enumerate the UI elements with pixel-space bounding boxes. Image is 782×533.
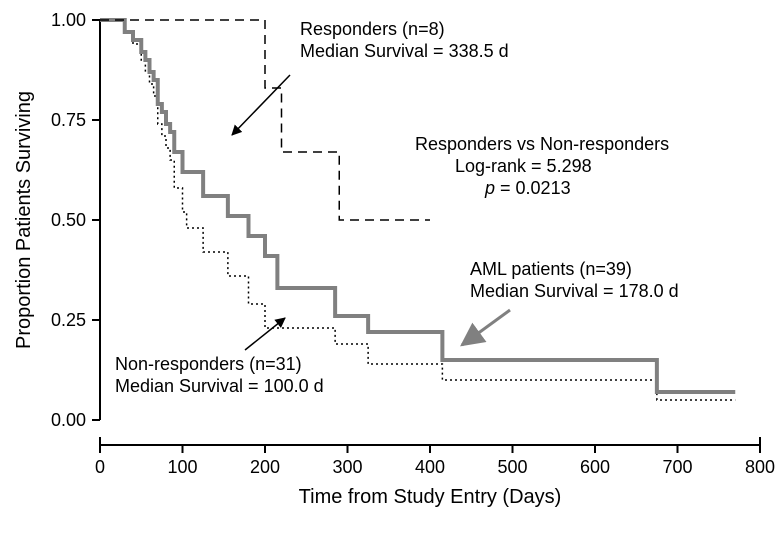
y-axis-label: Proportion Patients Surviving bbox=[13, 91, 35, 349]
arrow-nonresponders bbox=[245, 318, 285, 350]
x-axis-label: Time from Study Entry (Days) bbox=[299, 486, 562, 508]
series-aml_all bbox=[100, 20, 735, 392]
y-tick-label: 0.25 bbox=[51, 310, 86, 330]
aml-label: AML patients (n=39)Median Survival = 178… bbox=[470, 259, 679, 301]
chart-svg: 0.00 0.25 0.50 0.75 1.00 0 100 200 300 400 500 600 7… bbox=[0, 0, 782, 533]
y-tick-label: 0.00 bbox=[51, 410, 86, 430]
x-tick-label: 800 bbox=[745, 457, 775, 477]
x-tick-label: 200 bbox=[250, 457, 280, 477]
arrow-aml bbox=[462, 310, 510, 345]
series-nonresponders bbox=[100, 20, 735, 400]
x-tick-label: 600 bbox=[580, 457, 610, 477]
x-tick-label: 500 bbox=[497, 457, 527, 477]
x-tick-label: 400 bbox=[415, 457, 445, 477]
stats-annotation: Responders vs Non-respondersLog-rank = 5… bbox=[415, 134, 669, 198]
x-tick-label: 0 bbox=[95, 457, 105, 477]
y-tick-label: 1.00 bbox=[51, 10, 86, 30]
x-tick-label: 300 bbox=[332, 457, 362, 477]
x-tick-label: 100 bbox=[167, 457, 197, 477]
y-tick-label: 0.50 bbox=[51, 210, 86, 230]
y-tick-label: 0.75 bbox=[51, 110, 86, 130]
responders-label: Responders (n=8)Median Survival = 338.5 … bbox=[300, 19, 509, 61]
nonresponders-label: Non-responders (n=31)Median Survival = 1… bbox=[115, 354, 324, 396]
x-tick-label: 700 bbox=[662, 457, 692, 477]
survival-chart: 0.00 0.25 0.50 0.75 1.00 0 100 200 300 400 500 600 7… bbox=[0, 0, 782, 533]
